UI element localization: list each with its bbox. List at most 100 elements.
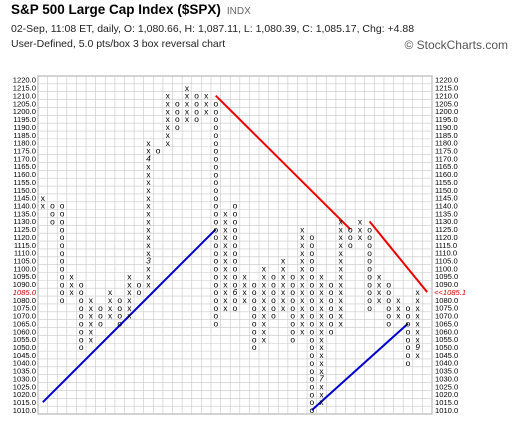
- y-tick-right: 1220.0: [435, 76, 458, 85]
- x-box: x: [358, 232, 363, 242]
- o-box: o: [233, 295, 238, 305]
- y-tick-left: 1010.0: [13, 406, 36, 415]
- y-tick-right: 1115.0: [435, 241, 457, 250]
- o-box: o: [271, 271, 276, 281]
- o-box: o: [252, 311, 257, 321]
- x-box: x: [166, 138, 171, 148]
- o-box: o: [310, 405, 315, 415]
- y-tick-left: 1015.0: [13, 398, 36, 407]
- y-tick-right: 1010.0: [435, 406, 458, 415]
- y-tick-right: 1105.0: [435, 257, 458, 266]
- o-box: o: [310, 334, 315, 344]
- y-tick-right: 1055.0: [435, 335, 458, 344]
- x-box: x: [108, 295, 113, 305]
- x-box: x: [300, 248, 305, 258]
- y-tick-left: 1200.0: [13, 107, 36, 116]
- x-box: x: [339, 224, 344, 234]
- x-box: x: [262, 303, 267, 313]
- y-tick-right: 1205.0: [435, 99, 458, 108]
- o-box: o: [290, 287, 295, 297]
- y-tick-left: 1150.0: [13, 186, 36, 195]
- x-box: x: [358, 224, 363, 234]
- o-box: o: [386, 303, 391, 313]
- x-box: x: [146, 193, 151, 203]
- o-box: o: [213, 201, 218, 211]
- o-box: o: [348, 240, 353, 250]
- o-box: o: [213, 130, 218, 140]
- o-box: o: [213, 311, 218, 321]
- y-tick-left: 1115.0: [14, 241, 36, 250]
- o-box: o: [271, 311, 276, 321]
- x-box: x: [108, 287, 113, 297]
- o-box: o: [98, 311, 103, 321]
- o-box: o: [252, 342, 257, 352]
- y-tick-left: 1040.0: [13, 359, 36, 368]
- x-box: x: [339, 271, 344, 281]
- x-box: x: [281, 295, 286, 305]
- y-tick-right: 1150.0: [435, 186, 458, 195]
- o-box: o: [213, 154, 218, 164]
- o-box: o: [213, 106, 218, 116]
- x-box: x: [377, 287, 382, 297]
- y-tick-left: 1160.0: [13, 170, 36, 179]
- x-box: x: [243, 271, 248, 281]
- o-box: o: [233, 201, 238, 211]
- y-tick-right: 1210.0: [435, 91, 458, 100]
- o-box: o: [213, 319, 218, 329]
- o-box: o: [310, 303, 315, 313]
- y-tick-left: 1105.0: [13, 257, 36, 266]
- x-box: x: [185, 106, 190, 116]
- o-box: o: [233, 279, 238, 289]
- y-tick-left: 1155.0: [13, 178, 36, 187]
- x-box: x: [319, 279, 324, 289]
- o-box: o: [79, 295, 84, 305]
- o-box: o: [213, 193, 218, 203]
- x-box: x: [281, 287, 286, 297]
- y-tick-left: 1210.0: [13, 91, 36, 100]
- o-box: o: [271, 295, 276, 305]
- o-box: o: [310, 264, 315, 274]
- o-box: o: [213, 185, 218, 195]
- y-tick-right: 1065.0: [435, 319, 458, 328]
- current-price-right: <<1085.1: [434, 288, 466, 297]
- y-tick-right: 1035.0: [435, 367, 458, 376]
- o-box: o: [310, 295, 315, 305]
- x-box: x: [89, 311, 94, 321]
- x-box: x: [339, 295, 344, 305]
- x-box: x: [319, 381, 324, 391]
- month-marker: 7: [319, 374, 324, 384]
- y-tick-left: 1090.0: [13, 280, 36, 289]
- y-tick-right: 1175.0: [435, 146, 458, 155]
- x-box: x: [339, 216, 344, 226]
- y-tick-left: 1080.0: [13, 296, 36, 305]
- o-box: o: [329, 279, 334, 289]
- x-box: x: [70, 287, 75, 297]
- x-box: x: [243, 287, 248, 297]
- x-box: x: [146, 138, 151, 148]
- x-box: x: [146, 240, 151, 250]
- o-box: o: [290, 271, 295, 281]
- x-box: x: [300, 287, 305, 297]
- o-box: o: [252, 303, 257, 313]
- o-box: o: [252, 287, 257, 297]
- month-marker: 9: [415, 342, 420, 352]
- x-box: x: [89, 303, 94, 313]
- x-box: x: [415, 295, 420, 305]
- month-marker: 6: [233, 287, 238, 297]
- x-box: x: [185, 91, 190, 101]
- o-box: o: [213, 287, 218, 297]
- o-box: o: [310, 232, 315, 242]
- o-box: o: [271, 287, 276, 297]
- o-box: o: [233, 264, 238, 274]
- o-box: o: [367, 264, 372, 274]
- x-box: x: [300, 271, 305, 281]
- chart-settings: User-Defined, 5.0 pts/box 3 box reversal…: [11, 38, 226, 50]
- o-box: o: [310, 271, 315, 281]
- x-box: x: [319, 271, 324, 281]
- o-box: o: [60, 256, 65, 266]
- y-tick-left: 1025.0: [13, 382, 36, 391]
- o-box: o: [290, 334, 295, 344]
- x-box: x: [319, 303, 324, 313]
- o-box: o: [367, 224, 372, 234]
- y-tick-right: 1200.0: [435, 107, 458, 116]
